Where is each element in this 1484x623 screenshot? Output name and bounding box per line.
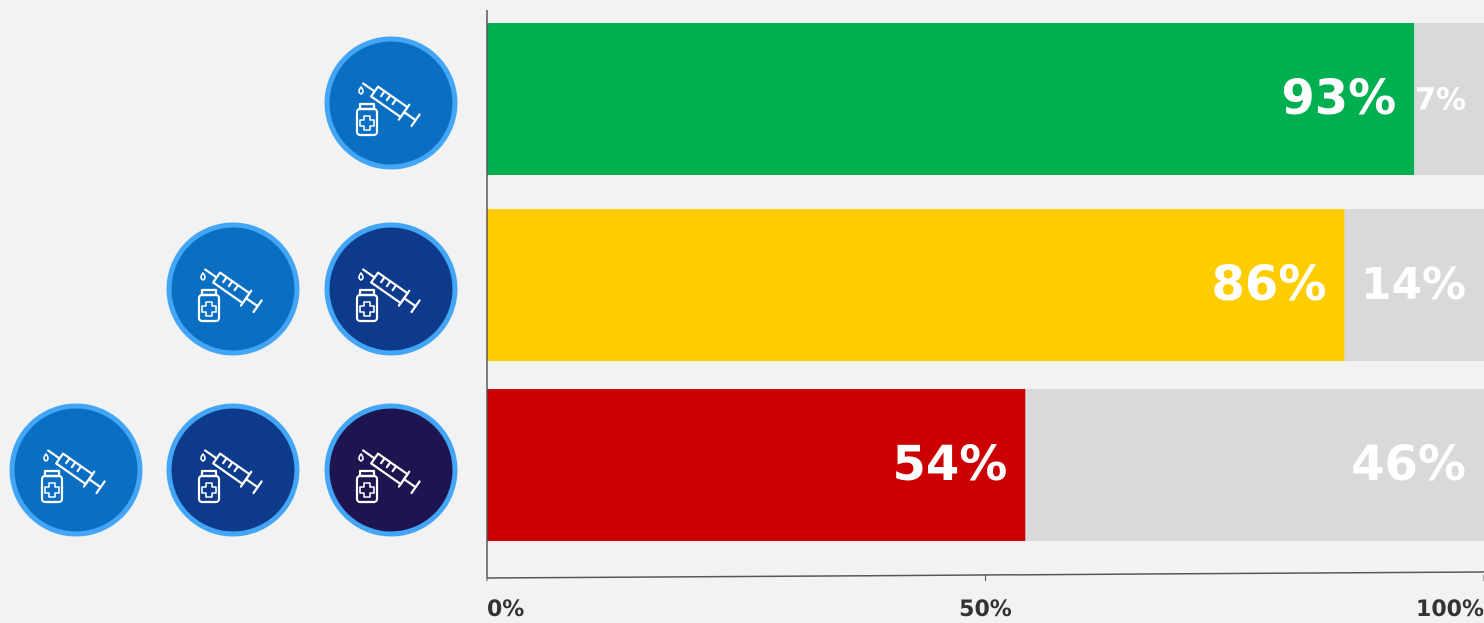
vaccine-icon	[324, 222, 458, 356]
data-label: 7%	[1415, 83, 1466, 118]
data-label: 54%	[892, 436, 1007, 492]
vaccine-icon	[324, 403, 458, 537]
data-label: 86%	[1212, 256, 1327, 312]
icons	[9, 36, 458, 537]
x-tick-label: 0%	[487, 597, 524, 622]
bar-segment	[487, 209, 1345, 361]
bar-segment	[487, 389, 1026, 541]
bar-segment	[1025, 389, 1484, 541]
data-label: 93%	[1281, 70, 1396, 126]
x-tick-label: 100%	[1416, 597, 1484, 622]
vaccine-icon	[166, 222, 300, 356]
vaccine-icon	[166, 403, 300, 537]
vaccine-icon	[9, 403, 143, 537]
data-label: 14%	[1361, 259, 1466, 310]
vaccine-icon	[324, 36, 458, 170]
bar-segment	[487, 23, 1415, 175]
x-tick-label: 50%	[959, 597, 1012, 622]
bar-segment	[1414, 23, 1484, 175]
bar-segment	[1344, 209, 1484, 361]
data-label: 46%	[1351, 436, 1466, 492]
